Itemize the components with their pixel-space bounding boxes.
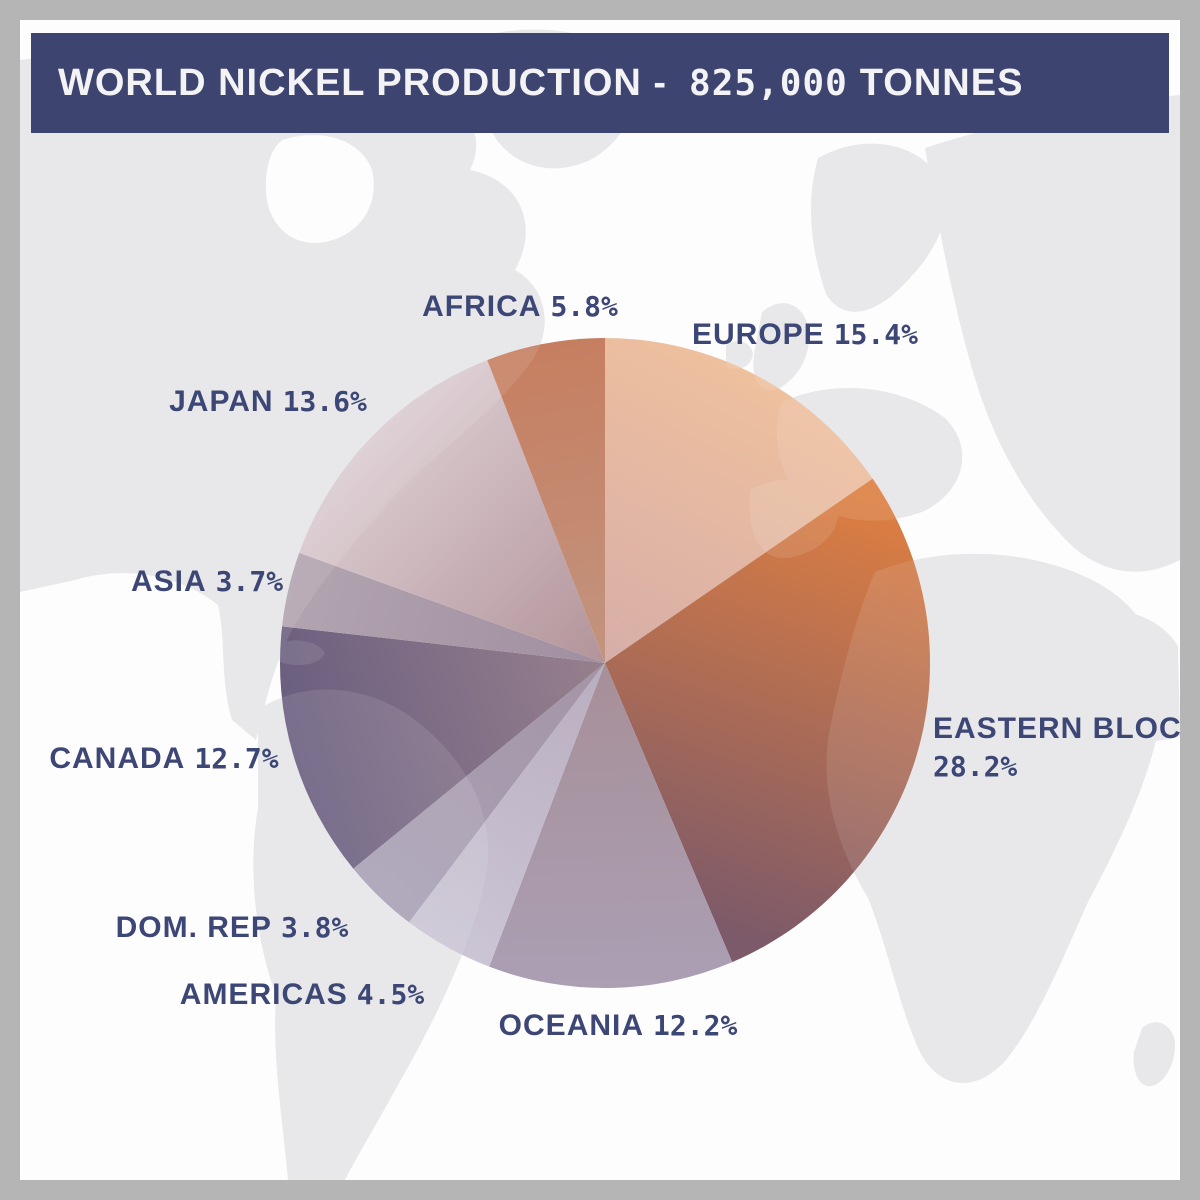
pie-label-name-japan: JAPAN bbox=[169, 385, 274, 418]
title-bar: WORLD NICKEL PRODUCTION - 825,000 TONNES bbox=[31, 33, 1169, 133]
hudson-bay-water bbox=[265, 135, 374, 243]
pie-label-oceania: OCEANIA 12.2% bbox=[499, 1009, 738, 1043]
pie-label-percent-dom-rep: 3.8% bbox=[280, 911, 349, 944]
pie-label-name-americas: AMERICAS bbox=[179, 978, 348, 1011]
pie-label-canada: CANADA 12.7% bbox=[49, 742, 278, 776]
infographic-canvas: WORLD NICKEL PRODUCTION - 825,000 TONNES… bbox=[20, 20, 1180, 1180]
pie-label-americas: AMERICAS 4.5% bbox=[180, 978, 424, 1012]
pie-label-percent-americas: 4.5% bbox=[356, 978, 425, 1011]
pie-label-dom-rep: DOM. REP 3.8% bbox=[116, 911, 349, 945]
pie-label-japan: JAPAN 13.6% bbox=[169, 385, 367, 419]
pie-label-percent-japan: 13.6% bbox=[282, 385, 367, 418]
pie-label-name-dom-rep: DOM. REP bbox=[115, 911, 272, 944]
pie-label-percent-eastern-bloc: 28.2% bbox=[933, 750, 1018, 783]
pie-slice-africa bbox=[487, 338, 605, 663]
pie-label-name-europe: EUROPE bbox=[692, 318, 825, 351]
pie-label-name-canada: CANADA bbox=[49, 742, 186, 775]
title-text: WORLD NICKEL PRODUCTION - bbox=[58, 61, 668, 104]
title-total-number: 825,000 bbox=[689, 62, 848, 104]
pie-label-africa: AFRICA 5.8% bbox=[422, 290, 618, 324]
pie-label-name-oceania: OCEANIA bbox=[498, 1009, 645, 1042]
pie-label-asia: ASIA 3.7% bbox=[131, 565, 283, 599]
pie-label-percent-canada: 12.7% bbox=[194, 742, 279, 775]
pie-slice-oceania bbox=[489, 663, 733, 989]
pie-slice-asia bbox=[282, 552, 605, 663]
pie-label-europe: EUROPE 15.4% bbox=[692, 318, 918, 352]
pie-label-percent-oceania: 12.2% bbox=[653, 1009, 738, 1042]
pie-label-name-eastern-bloc: EASTERN BLOC bbox=[933, 712, 1180, 745]
pie-label-percent-asia: 3.7% bbox=[215, 565, 284, 598]
pie-label-name-asia: ASIA bbox=[130, 565, 207, 598]
pie-label-name-africa: AFRICA bbox=[422, 290, 542, 323]
pie-label-percent-africa: 5.8% bbox=[550, 290, 618, 323]
map-and-pie-graphic bbox=[20, 29, 1180, 1180]
title-units: TONNES bbox=[859, 61, 1024, 104]
pie-label-eastern-bloc: EASTERN BLOC 28.2% bbox=[933, 710, 1180, 786]
pie-label-percent-europe: 15.4% bbox=[833, 318, 918, 351]
